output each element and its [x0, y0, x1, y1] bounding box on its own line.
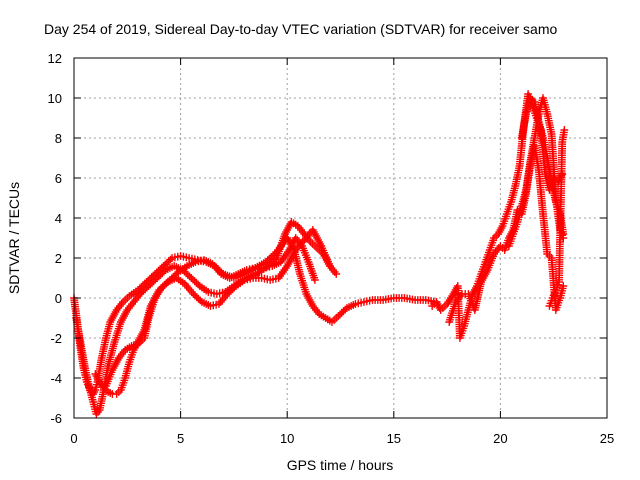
data-point [325, 262, 334, 270]
data-point [311, 276, 319, 284]
y-tick-label: 0 [55, 291, 62, 306]
x-tick-label: 20 [493, 431, 507, 446]
data-point [559, 230, 568, 238]
series-track-d [102, 234, 319, 390]
y-axis-label: SDTVAR / TECUs [6, 182, 22, 294]
x-tick-label: 15 [387, 431, 401, 446]
y-tick-label: 6 [55, 171, 62, 186]
data-point [332, 270, 341, 278]
x-tick-label: 25 [600, 431, 614, 446]
plot-frame [73, 57, 608, 419]
chart-title: Day 254 of 2019, Sidereal Day-to-day VTE… [44, 21, 557, 37]
x-tick-labels: 0 5 10 15 20 25 [70, 431, 614, 446]
y-tick-label: -2 [50, 331, 62, 346]
series-track-i [545, 126, 569, 310]
y-tick-label: 10 [48, 91, 62, 106]
y-tick-label: 2 [55, 251, 62, 266]
axis-ticks [73, 57, 608, 419]
data-point [560, 126, 569, 134]
x-tick-label: 0 [70, 431, 77, 446]
x-tick-label: 5 [177, 431, 184, 446]
data-points [70, 90, 569, 418]
y-tick-label: -4 [50, 371, 62, 386]
series-track-e [428, 90, 567, 342]
x-axis-label: GPS time / hours [287, 457, 394, 473]
y-tick-label: 12 [48, 51, 62, 66]
x-tick-label: 10 [280, 431, 294, 446]
y-tick-label: -6 [50, 411, 62, 426]
y-tick-labels: -6 -4 -2 0 2 4 6 8 10 12 [48, 51, 62, 426]
data-point [559, 282, 568, 290]
y-tick-label: 4 [55, 211, 62, 226]
y-tick-label: 8 [55, 131, 62, 146]
